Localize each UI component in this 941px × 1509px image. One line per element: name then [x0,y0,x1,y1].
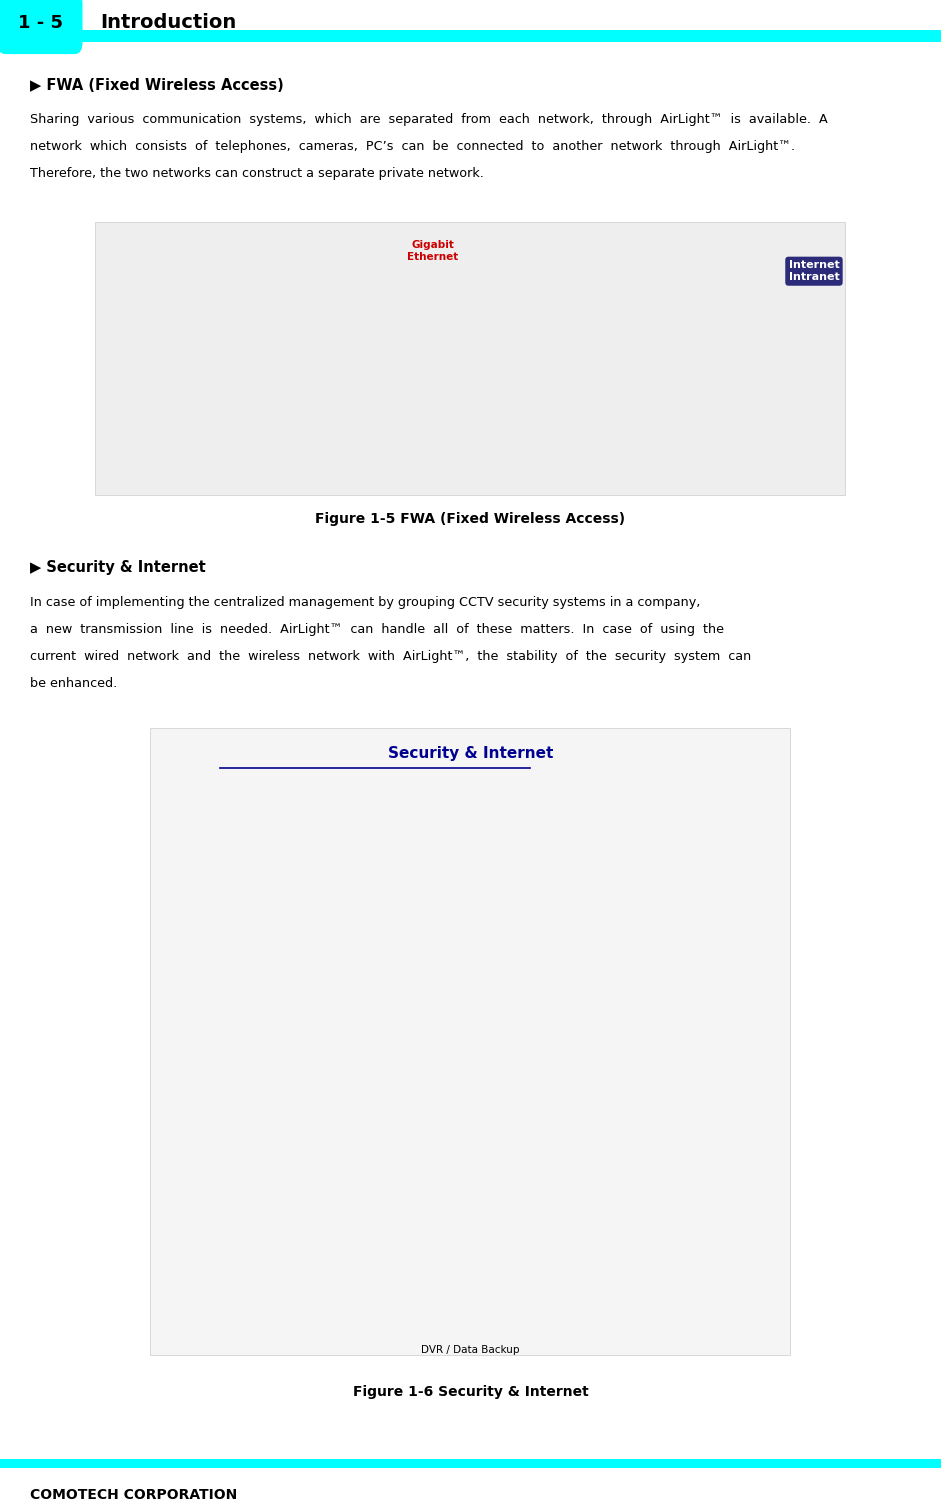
Bar [0,30,941,42]
Text: be enhanced.: be enhanced. [30,678,118,690]
Bar [0,1459,941,1468]
Text: ▶ Security & Internet: ▶ Security & Internet [30,560,206,575]
Text: Figure 1-6 Security & Internet: Figure 1-6 Security & Internet [353,1385,588,1399]
FancyBboxPatch shape [0,0,83,54]
Text: network  which  consists  of  telephones,  cameras,  PC’s  can  be  connected  t: network which consists of telephones, ca… [30,140,795,152]
Bar [95,222,845,495]
Text: ▶ FWA (Fixed Wireless Access): ▶ FWA (Fixed Wireless Access) [30,78,284,94]
Text: Internet
Intranet: Internet Intranet [789,260,839,282]
Bar [150,727,790,1355]
Text: Sharing  various  communication  systems,  which  are  separated  from  each  ne: Sharing various communication systems, w… [30,113,828,125]
Text: current  wired  network  and  the  wireless  network  with  AirLight™,  the  sta: current wired network and the wireless n… [30,650,751,662]
Text: Therefore, the two networks can construct a separate private network.: Therefore, the two networks can construc… [30,167,484,180]
Text: Gigabit
Ethernet: Gigabit Ethernet [407,240,458,261]
Text: Introduction: Introduction [100,14,236,33]
Text: In case of implementing the centralized management by grouping CCTV security sys: In case of implementing the centralized … [30,596,700,610]
Text: 1 - 5: 1 - 5 [18,14,62,32]
Text: COMOTECH CORPORATION: COMOTECH CORPORATION [30,1488,237,1501]
Text: DVR / Data Backup: DVR / Data Backup [422,1345,519,1355]
Text: Security & Internet: Security & Internet [388,745,553,761]
Text: Figure 1-5 FWA (Fixed Wireless Access): Figure 1-5 FWA (Fixed Wireless Access) [315,512,626,527]
Text: a  new  transmission  line  is  needed.  AirLight™  can  handle  all  of  these : a new transmission line is needed. AirLi… [30,623,724,635]
